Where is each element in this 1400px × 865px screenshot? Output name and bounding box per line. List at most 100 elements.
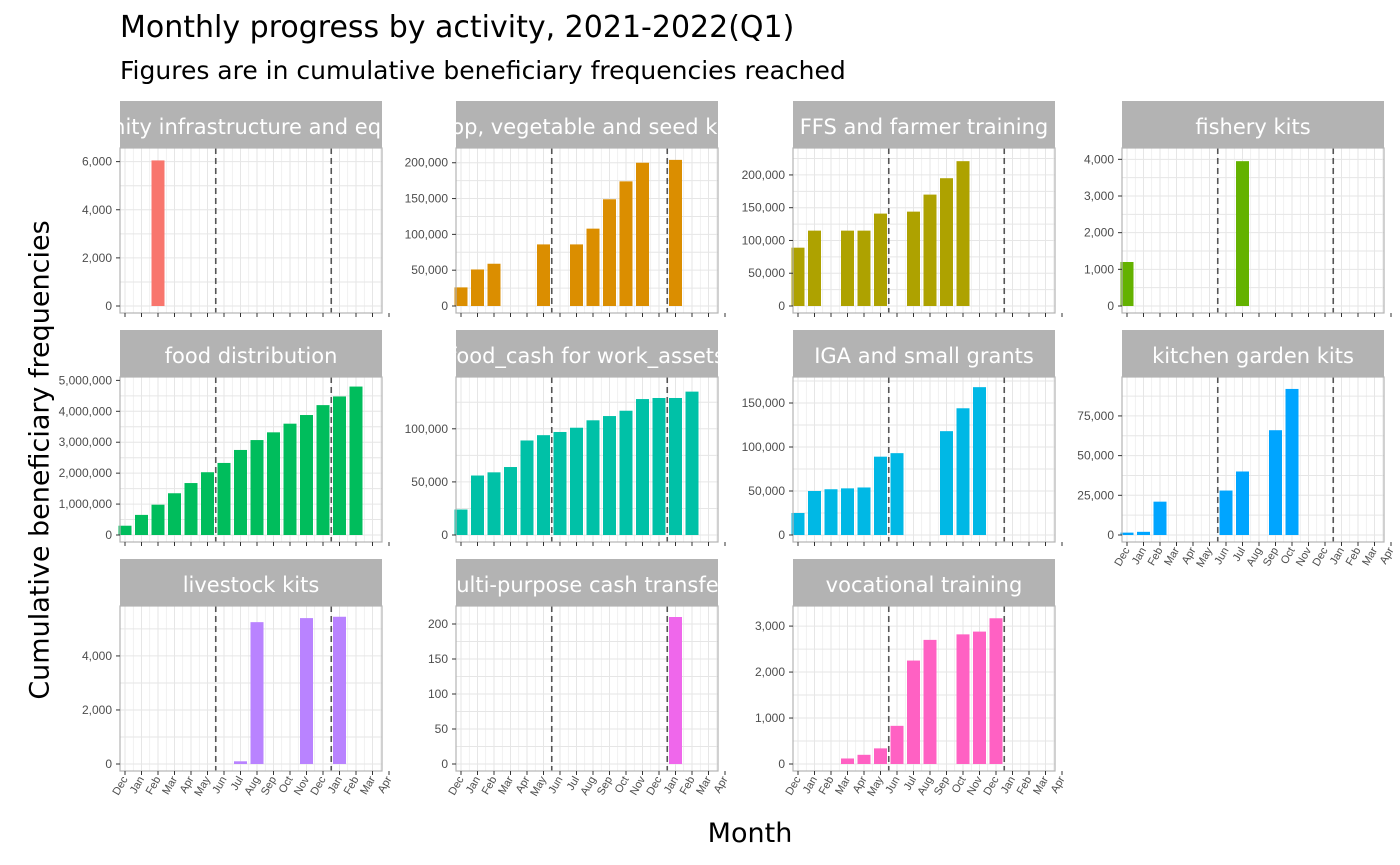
bar — [1236, 471, 1249, 535]
y-tick-label: 200 — [428, 617, 448, 631]
x-tick-label: Jun — [210, 775, 229, 796]
y-tick-label: 3,000,000 — [59, 435, 113, 449]
bar — [1219, 490, 1233, 535]
facet-panel: food_cash for work_assets 0 50,000 100,000 — [405, 330, 726, 546]
x-tick-label: Mar — [496, 774, 516, 797]
facet-label: crop, vegetable and seed kits — [432, 115, 743, 139]
x-tick-label: Dec — [308, 774, 328, 797]
bar — [135, 514, 148, 535]
bar — [857, 230, 871, 306]
bar — [234, 449, 247, 535]
y-tick-label: 50,000 — [411, 475, 448, 489]
x-tick-label: Feb — [144, 775, 164, 797]
facet-strip — [793, 101, 1055, 148]
x-tick-label: Nov — [292, 774, 312, 797]
bar — [234, 761, 247, 764]
bar — [300, 618, 313, 764]
bar — [841, 230, 854, 306]
bar — [1269, 430, 1282, 535]
bar — [791, 513, 805, 535]
y-tick-label: 100,000 — [742, 440, 786, 454]
x-tick-label: Mar — [1031, 774, 1051, 797]
bar — [118, 525, 132, 535]
facet-panel: fishery kits 0 1,000 2,000 3,000 4,000 — [1084, 101, 1392, 317]
facet-label: food distribution — [165, 344, 338, 368]
y-tick-label: 0 — [778, 757, 785, 771]
bar — [537, 244, 550, 306]
bar — [454, 287, 468, 306]
y-tick-label: 100,000 — [742, 233, 786, 247]
y-tick-label: 150,000 — [742, 396, 786, 410]
facet-label: livestock kits — [183, 573, 320, 597]
x-tick-label: Aug — [242, 775, 262, 798]
facet-strip — [793, 559, 1055, 606]
x-tick-label: Sep — [259, 775, 279, 798]
bar — [184, 483, 198, 535]
x-tick-label: Apr — [1049, 774, 1068, 795]
y-tick-label: 5,000,000 — [59, 373, 113, 387]
y-tick-label: 100,000 — [405, 422, 449, 436]
x-tick-label: Apr — [712, 774, 731, 795]
x-tick-label: Sep — [595, 775, 615, 798]
y-tick-label: 0 — [441, 757, 448, 771]
facet-strip — [456, 330, 718, 377]
facet-label: vocational training — [826, 573, 1023, 597]
x-tick-label: Jun — [1212, 546, 1231, 567]
facet-strip — [1122, 101, 1384, 148]
x-tick-label: Nov — [1294, 545, 1314, 568]
bar — [824, 489, 838, 535]
y-tick-label: 4,000 — [82, 203, 112, 217]
bar — [151, 160, 165, 306]
x-axis-label: Month — [707, 818, 793, 849]
x-tick-label: Mar — [1162, 545, 1182, 568]
y-tick-label: 0 — [441, 528, 448, 542]
bar — [841, 758, 854, 764]
x-tick-label: Jan — [464, 775, 483, 796]
x-tick-label: May — [192, 774, 213, 798]
y-tick-label: 0 — [1107, 528, 1114, 542]
bar — [471, 475, 484, 535]
x-tick-label: Dec — [110, 774, 130, 797]
facet-label: multi-purpose cash transfers — [436, 573, 738, 597]
facet-panel: vocational training01,0002,0003,000DecJa… — [755, 559, 1068, 798]
y-tick-label: 2,000 — [1084, 226, 1114, 240]
facet-panel: community infrastructure and equipment 0 2… — [82, 101, 390, 317]
x-tick-label: Aug — [915, 775, 935, 798]
x-tick-label: Feb — [1015, 775, 1035, 797]
facet-panel: IGA and small grants 0 50,000 100,000 150,00… — [742, 330, 1063, 546]
panel-border — [792, 147, 1056, 314]
bar — [504, 467, 517, 535]
bar — [283, 423, 297, 535]
facet-panel: multi-purpose cash transfers 0 50 100 150 200… — [428, 559, 738, 798]
bar — [1236, 161, 1249, 306]
bar — [973, 631, 986, 764]
chart-title: Monthly progress by activity, 2021-2022(… — [120, 10, 795, 45]
bar — [956, 408, 970, 535]
panel-border — [119, 605, 383, 772]
bar — [570, 244, 583, 306]
x-tick-label: Aug — [1244, 546, 1264, 569]
y-tick-label: 50,000 — [748, 266, 785, 280]
y-tick-label: 6,000 — [82, 155, 112, 169]
bar — [907, 660, 920, 764]
x-tick-label: Jun — [546, 775, 565, 796]
y-tick-label: 0 — [441, 299, 448, 313]
bar — [890, 453, 904, 535]
x-tick-label: Nov — [628, 774, 648, 797]
bar — [333, 396, 346, 535]
bar — [857, 754, 871, 764]
y-tick-label: 4,000 — [82, 649, 112, 663]
x-tick-label: Dec — [644, 774, 664, 797]
x-tick-label: Feb — [817, 775, 837, 797]
facet-panel: food distribution 0 1,000,000 2,000,000 3,00… — [59, 330, 390, 546]
bar — [923, 194, 937, 306]
x-tick-label: Mar — [694, 774, 714, 797]
chart-subtitle: Figures are in cumulative beneficiary fr… — [120, 56, 846, 85]
bar — [652, 397, 666, 535]
bar — [520, 440, 534, 535]
y-tick-label: 50,000 — [748, 484, 785, 498]
bar — [349, 386, 363, 535]
y-tick-label: 50,000 — [1077, 449, 1114, 463]
facet-panel: livestock kits02,0004,000DecJanFebMarApr… — [82, 559, 395, 798]
bar — [907, 211, 920, 306]
